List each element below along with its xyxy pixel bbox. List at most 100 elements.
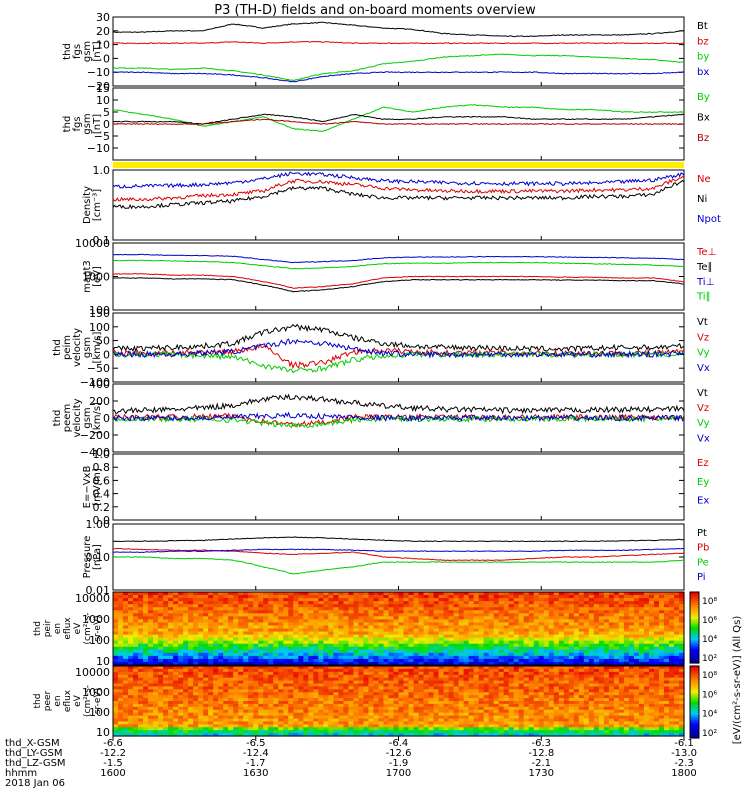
heatmap-cell: [163, 616, 169, 620]
heatmap-cell: [258, 631, 264, 636]
heatmap-cell: [248, 668, 254, 673]
heatmap-cell: [243, 677, 249, 682]
heatmap-cell: [223, 698, 229, 702]
heatmap-cell: [433, 655, 440, 660]
heatmap-cell: [143, 619, 149, 624]
heatmap-cell: [318, 701, 324, 705]
heatmap-cell: [498, 652, 505, 657]
heatmap-cell: [618, 619, 625, 624]
heatmap-cell: [258, 680, 264, 685]
heatmap-cell: [328, 674, 334, 679]
heatmap-cell: [598, 628, 605, 633]
heatmap-cell: [513, 730, 520, 734]
heatmap-cell: [278, 677, 284, 682]
series-line-ti: [112, 253, 685, 264]
heatmap-cell: [343, 643, 350, 648]
heatmap-cell: [498, 698, 505, 702]
heatmap-cell: [513, 631, 520, 636]
heatmap-cell: [473, 709, 480, 714]
heatmap-cell: [368, 598, 375, 602]
heatmap-cell: [413, 721, 420, 725]
heatmap-cell: [303, 666, 309, 670]
heatmap-cell: [178, 637, 184, 642]
heatmap-cell: [323, 674, 329, 679]
heatmap-cell: [358, 727, 365, 731]
heatmap-cell: [453, 628, 460, 633]
heatmap-cell: [333, 619, 339, 624]
heatmap-cell: [168, 616, 174, 620]
heatmap-cell: [238, 640, 244, 645]
heatmap-cell: [398, 706, 405, 711]
heatmap-cell: [343, 721, 350, 725]
heatmap-cell: [443, 604, 450, 608]
heatmap-cell: [443, 601, 450, 605]
heatmap-cell: [388, 631, 395, 636]
heatmap-cell: [503, 703, 510, 708]
heatmap-cell: [373, 646, 380, 651]
heatmap-cell: [318, 727, 324, 731]
heatmap-cell: [548, 604, 555, 608]
heatmap-cell: [233, 674, 239, 679]
heatmap-cell: [648, 637, 655, 642]
heatmap-cell: [383, 643, 390, 648]
heatmap-cell: [188, 622, 194, 627]
heatmap-cell: [203, 718, 209, 723]
heatmap-cell: [318, 683, 324, 688]
heatmap-cell: [528, 646, 535, 651]
heatmap-cell: [178, 610, 184, 614]
heatmap-cell: [518, 706, 525, 711]
heatmap-cell: [498, 649, 505, 654]
heatmap-cell: [383, 598, 390, 602]
heatmap-cell: [353, 634, 360, 639]
heatmap-cell: [573, 640, 580, 645]
heatmap-cell: [418, 727, 425, 731]
heatmap-cell: [558, 658, 565, 663]
heatmap-cell: [203, 715, 209, 720]
heatmap-cell: [353, 733, 360, 737]
heatmap-cell: [448, 674, 455, 679]
heatmap-cell: [208, 703, 214, 708]
heatmap-cell: [293, 706, 299, 711]
heatmap-cell: [318, 637, 324, 642]
heatmap-cell: [483, 683, 490, 688]
heatmap-cell: [288, 718, 294, 723]
heatmap-cell: [678, 637, 685, 642]
heatmap-cell: [678, 622, 685, 627]
heatmap-cell: [613, 622, 620, 627]
heatmap-cell: [283, 721, 289, 725]
heatmap-cell: [208, 695, 214, 699]
series-line-npot: [112, 171, 685, 189]
heatmap-cell: [473, 625, 480, 630]
heatmap-cell: [408, 655, 415, 660]
heatmap-cell: [248, 721, 254, 725]
heatmap-cell: [513, 666, 520, 670]
heatmap-cell: [443, 721, 450, 725]
heatmap-cell: [213, 643, 219, 648]
heatmap-cell: [408, 637, 415, 642]
heatmap-cell: [468, 613, 475, 617]
heatmap-cell: [188, 721, 194, 725]
heatmap-cell: [403, 677, 410, 682]
heatmap-cell: [113, 661, 119, 666]
heatmap-cell: [493, 661, 500, 666]
heatmap-cell: [293, 655, 299, 660]
heatmap-cell: [328, 595, 334, 599]
heatmap-cell: [363, 733, 370, 737]
heatmap-cell: [258, 712, 264, 717]
heatmap-cell: [438, 730, 445, 734]
heatmap-cell: [173, 724, 179, 728]
heatmap-cell: [133, 634, 139, 639]
heatmap-cell: [573, 646, 580, 651]
heatmap-cell: [268, 610, 274, 614]
heatmap-cell: [538, 604, 545, 608]
heatmap-cell: [458, 655, 465, 660]
heatmap-cell: [453, 692, 460, 696]
heatmap-cell: [268, 607, 274, 611]
heatmap-cell: [533, 634, 540, 639]
heatmap-cell: [158, 715, 164, 720]
heatmap-cell: [303, 598, 309, 602]
heatmap-cell: [323, 718, 329, 723]
heatmap-cell: [218, 674, 224, 679]
heatmap-cell: [298, 625, 304, 630]
heatmap-cell: [498, 718, 505, 723]
